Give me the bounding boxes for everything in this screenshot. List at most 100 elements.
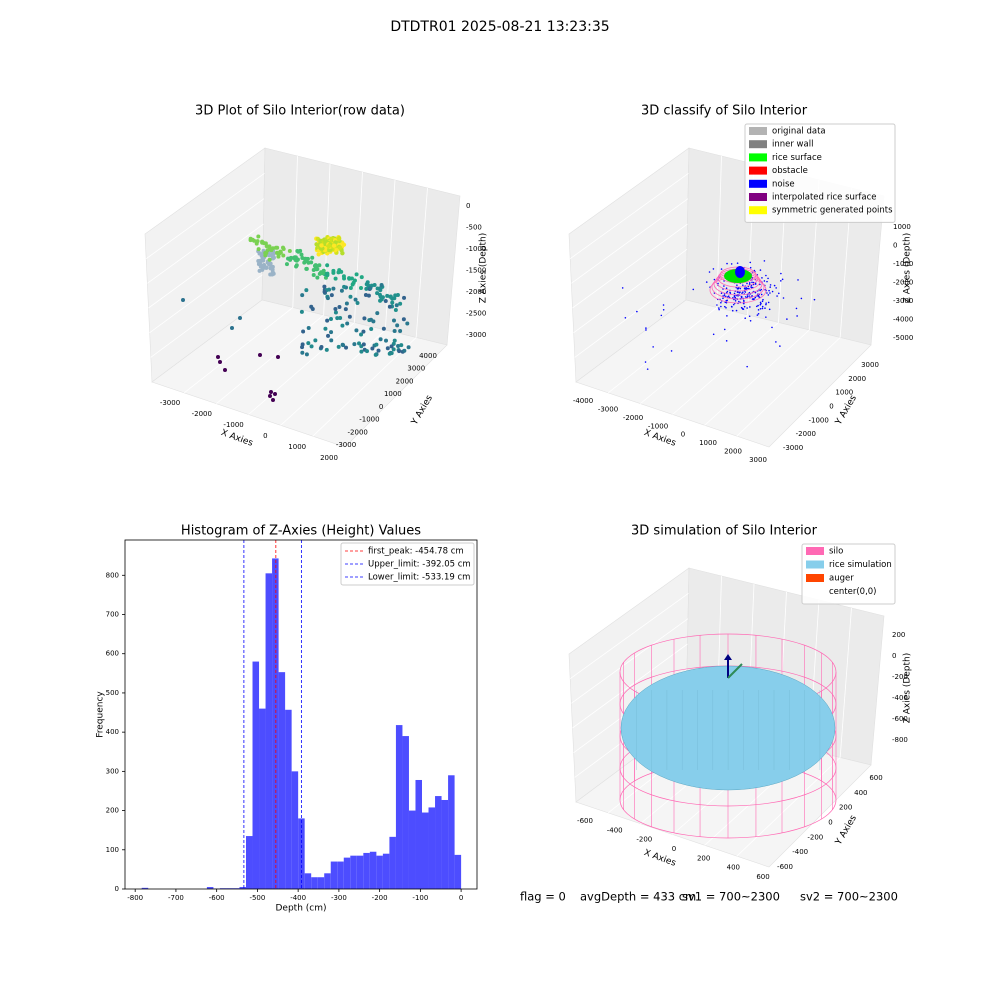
point [270,264,275,269]
bar [435,796,442,889]
point [276,355,280,359]
point [624,317,627,319]
point [705,281,708,283]
y-axis-label: Y Axies [409,393,435,427]
point [260,264,265,269]
z-axis-label: Z Axies (Depth) [903,653,913,724]
x-tick-label: -400 [290,894,306,902]
x-tick-label: -200 [372,894,388,902]
point [363,293,368,298]
point [402,348,407,353]
x-tick-label: -700 [168,894,184,902]
x-tick-label: -300 [331,894,347,902]
point [746,287,749,290]
legend-swatch [749,179,767,188]
point [268,272,273,277]
point [325,318,330,323]
bar [369,851,377,889]
point [389,344,394,349]
legend-label: first_peak: -454.78 cm [368,547,464,557]
point [713,278,716,281]
point [304,352,309,357]
legend-label: obstacle [772,166,808,176]
point [795,307,798,310]
point [744,296,747,298]
legend-label: symmetric generated points [772,206,893,216]
bar [246,836,253,889]
legend-label: rice simulation [829,560,892,570]
pane-grid [183,307,294,394]
point [781,278,784,281]
point [749,261,752,264]
point [336,344,341,349]
point [397,349,402,354]
point [767,277,769,280]
point [301,329,306,334]
point [388,294,393,299]
bar [402,736,409,889]
pane-grid [573,249,688,333]
point [361,329,366,334]
point [354,328,359,333]
point [743,299,745,302]
x-tick-label: -2000 [623,414,643,422]
point [267,253,272,258]
point [718,308,720,311]
point [329,330,334,335]
point [726,262,728,265]
point [731,309,734,312]
bar [298,818,305,889]
point [645,329,647,331]
point [260,239,265,244]
point [743,287,746,290]
x-tick-label: -4000 [573,397,593,405]
point [765,303,767,306]
point [757,309,760,311]
point [727,296,729,298]
point [269,248,274,253]
point [725,340,728,342]
bar [285,709,292,889]
z-tick-label: -1500 [466,267,486,275]
point [732,297,734,299]
point [256,234,261,239]
point [325,263,330,268]
point [724,295,727,298]
point [389,351,394,356]
z-axis-label: Z Axies (Depth) [479,233,489,304]
point [779,345,781,347]
z-axis-label: Z Axies (Depth) [903,233,913,304]
x-tick-label: -1000 [648,422,668,430]
point [736,284,738,286]
point [331,243,337,248]
z-tick-label: -4000 [893,316,913,324]
point [733,292,736,295]
point [375,311,380,316]
point [313,338,318,343]
point [773,284,776,287]
pane-grid [248,322,355,415]
point [383,299,388,304]
bar [206,887,214,889]
point [720,301,722,304]
point [739,287,742,290]
point [379,283,384,288]
point [724,305,726,308]
legend-swatch [806,587,824,596]
legend-swatch [749,206,767,215]
silo-model [619,633,837,839]
point [374,342,379,347]
legend-box [744,123,896,223]
legend-label: rice surface [772,153,822,163]
point [304,288,309,293]
point [726,299,728,302]
bar [141,887,149,889]
point [742,284,744,286]
point [381,326,386,331]
point [732,303,735,306]
point [321,268,326,273]
x-tick-label: 0 [263,432,267,440]
z-tick-label: -1000 [893,260,913,268]
point [755,305,758,308]
